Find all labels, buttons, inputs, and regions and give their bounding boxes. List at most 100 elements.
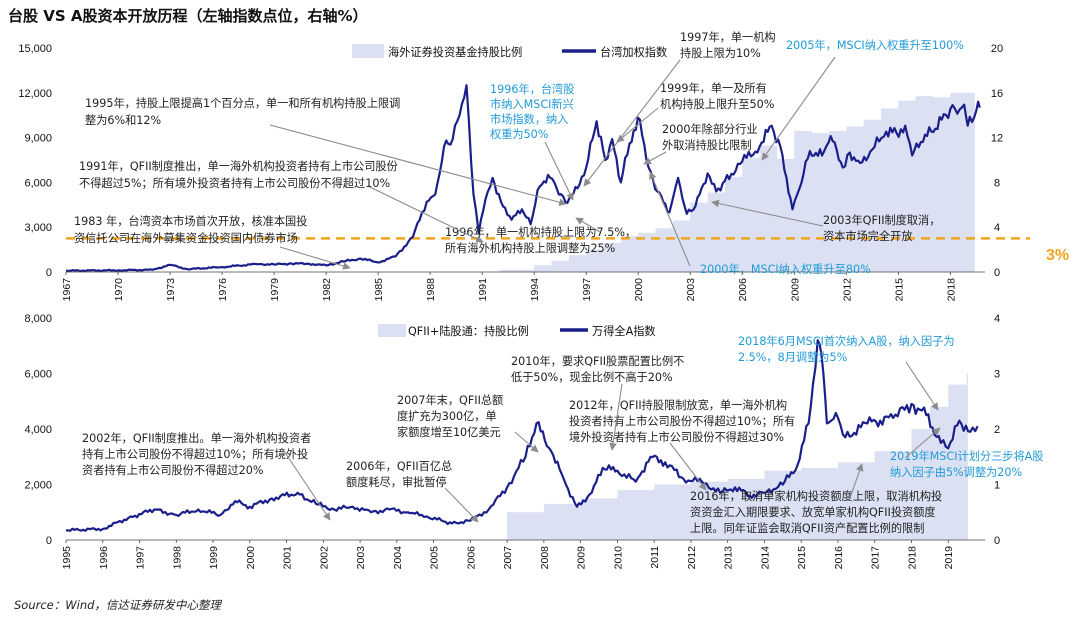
annotation-line: 度扩充为300亿，单 [397, 409, 497, 423]
legend-foreign-holding: 海外证券投资基金持股比例 [388, 45, 522, 59]
top-x-tick-labels: 1967 1970 1973 1976 1979 1982 1985 1988 1991 1994… [61, 272, 957, 301]
y-right-tick-label: 0 [994, 535, 1000, 547]
threshold-label: 3% [1046, 247, 1069, 264]
x-tick-label: 2006 [465, 546, 477, 570]
top-annotation-2000: 2000年除部分行业 外取消持股比限制 [662, 122, 758, 152]
annotation-arrow [669, 442, 707, 491]
top-left-axis: 0 3,000 6,000 9,000 12,000 15,000 [18, 43, 52, 279]
x-tick-label: 2007 [502, 546, 514, 570]
annotation-arrow [849, 463, 864, 499]
annotation-line: 低于50%，现金比例不高于20% [511, 370, 673, 384]
bottom-annotation-2006: 2006年，QFII百亿总 额度耗尽，审批暂停 [346, 459, 452, 489]
x-tick-label: 2008 [539, 546, 551, 570]
x-tick-label: 1997 [581, 278, 593, 302]
annotation-line: 市纳入MSCI新兴 [490, 97, 574, 111]
annotation-line: 外取消持股比限制 [662, 138, 752, 152]
annotation-line: 家额度增至10亿美元 [397, 425, 501, 439]
y-right-tick-label: 3 [994, 369, 1000, 381]
annotation-line: 2005年，MSCI纳入权重升至100% [786, 38, 964, 52]
y-right-tick-label: 16 [991, 88, 1003, 100]
y-right-tick-label: 4 [994, 313, 1000, 325]
annotation-arrow [905, 361, 939, 411]
annotation-arrow [609, 383, 623, 451]
annotation-line: 机构持股上限升至50% [660, 97, 775, 111]
holding-bar [967, 92, 975, 272]
top-annotation-1991: 1991年，QFII制度推出，单一海外机构投资者持有上市公司股份 不得超过5%；… [79, 159, 398, 190]
holding-bar [586, 249, 604, 272]
x-tick-label: 2000 [245, 546, 257, 570]
holding-bar [724, 176, 743, 272]
annotation-line: 持有上市公司股份不得超过10%；所有境外投 [82, 447, 308, 461]
holding-bar [837, 462, 876, 540]
annotation-arrow [269, 124, 567, 206]
holding-bar [580, 498, 618, 540]
annotation-line: 额度耗尽，审批暂停 [346, 475, 447, 489]
source-note: Source：Wind，信达证券研发中心整理 [14, 598, 222, 612]
x-tick-label: 2013 [723, 546, 735, 570]
annotation-arrow [444, 487, 479, 523]
holding-bar [543, 503, 581, 540]
annotation-arrow [544, 141, 574, 201]
x-tick-label: 2017 [870, 546, 882, 570]
x-tick-label: 1998 [171, 546, 183, 570]
y-right-tick-label: 8 [994, 177, 1000, 189]
x-tick-label: 2006 [737, 278, 749, 302]
bottom-annotation-2010: 2010年，要求QFII股票配置比例不 低于50%，现金比例不高于20% [511, 354, 684, 384]
holding-bar [568, 255, 587, 272]
annotation-arrow [904, 427, 941, 459]
bottom-annotation-arrows [281, 361, 941, 523]
top-annotation-arrows [269, 56, 836, 270]
bottom-chart: 0 2,000 4,000 6,000 8,000 0 1 2 3 4 1995 1996 1997… [24, 313, 1043, 569]
index-line [65, 339, 979, 532]
holding-bar [534, 265, 552, 272]
x-tick-label: 2012 [841, 278, 853, 302]
y-right-tick-label: 4 [994, 222, 1000, 234]
holding-bar [898, 100, 916, 272]
annotation-line: 2012年，QFII持股限制放宽，单一海外机构 [569, 398, 787, 412]
annotation-arrow [761, 56, 836, 161]
holding-bar [915, 96, 934, 272]
annotation-line: 2019年MSCI计划分三步将A股 [890, 449, 1044, 463]
x-tick-label: 2004 [392, 546, 404, 570]
y-right-tick-label: 2 [994, 424, 1000, 436]
holding-bar [654, 484, 692, 540]
holding-bar [551, 260, 570, 272]
annotation-line: 境外投资者持有上市公司股份不得超过30% [569, 430, 784, 444]
legend-swatch-foreign-holding [352, 44, 384, 58]
y-left-tick-label: 15,000 [18, 43, 52, 55]
top-annotation-2003: 2003年QFII制度取消， 资本市场完全开放 [823, 213, 940, 243]
annotation-line: 2007年末，QFII总额 [397, 393, 503, 407]
annotation-arrow [369, 186, 484, 243]
x-tick-label: 1996 [98, 546, 110, 570]
top-legend: 海外证券投资基金持股比例 台湾加权指数 [352, 44, 667, 59]
holding-bar [846, 126, 864, 273]
x-tick-label: 2009 [576, 546, 588, 570]
x-tick-label: 2018 [945, 278, 957, 302]
bottom-right-axis: 0 1 2 3 4 [994, 313, 1000, 547]
x-tick-label: 1994 [529, 278, 541, 302]
x-tick-label: 1970 [113, 278, 125, 302]
holding-bar [638, 232, 656, 272]
y-right-tick-label: 1 [994, 480, 1000, 492]
holding-bar [617, 490, 655, 540]
top-annotation-1983: 1983 年，台湾资本市场首次开放，核准本国投 资信托公司在海外募集资金投资国内… [74, 214, 307, 245]
x-tick-label: 2019 [943, 546, 955, 570]
top-annotation-1996-limit: 1996年，单一机构持股上限为7.5%， 所有海外机构持股上限调整为25% [445, 225, 636, 255]
holding-bar [950, 92, 968, 272]
annotation-line: 2006年，QFII百亿总 [346, 459, 452, 473]
annotation-line: 资信托公司在海外募集资金投资国内债券市场 [74, 231, 298, 245]
annotation-line: 2018年6月MSCI首次纳入A股，纳入因子为 [738, 334, 955, 348]
holding-bar [759, 145, 778, 272]
annotation-arrow [514, 431, 539, 453]
bottom-annotation-2002: 2002年，QFII制度推出。单一海外机构投资者 持有上市公司股份不得超过10%… [82, 431, 311, 477]
holding-bar [655, 228, 674, 272]
annotation-line: 1996年，单一机构持股上限为7.5%， [445, 225, 636, 239]
holding-bar [707, 192, 726, 272]
top-right-axis: 0 4 8 12 16 20 [991, 43, 1003, 279]
y-left-tick-label: 6,000 [24, 177, 52, 189]
index-line [65, 84, 981, 273]
bottom-annotation-2018-msci: 2018年6月MSCI首次纳入A股，纳入因子为 2.5%，8月调整为5% [738, 334, 955, 364]
x-tick-label: 2014 [759, 546, 771, 570]
x-tick-label: 1999 [208, 546, 220, 570]
bottom-annotation-2019-msci: 2019年MSCI计划分三步将A股 纳入因子由5%调整为20% [890, 449, 1044, 479]
